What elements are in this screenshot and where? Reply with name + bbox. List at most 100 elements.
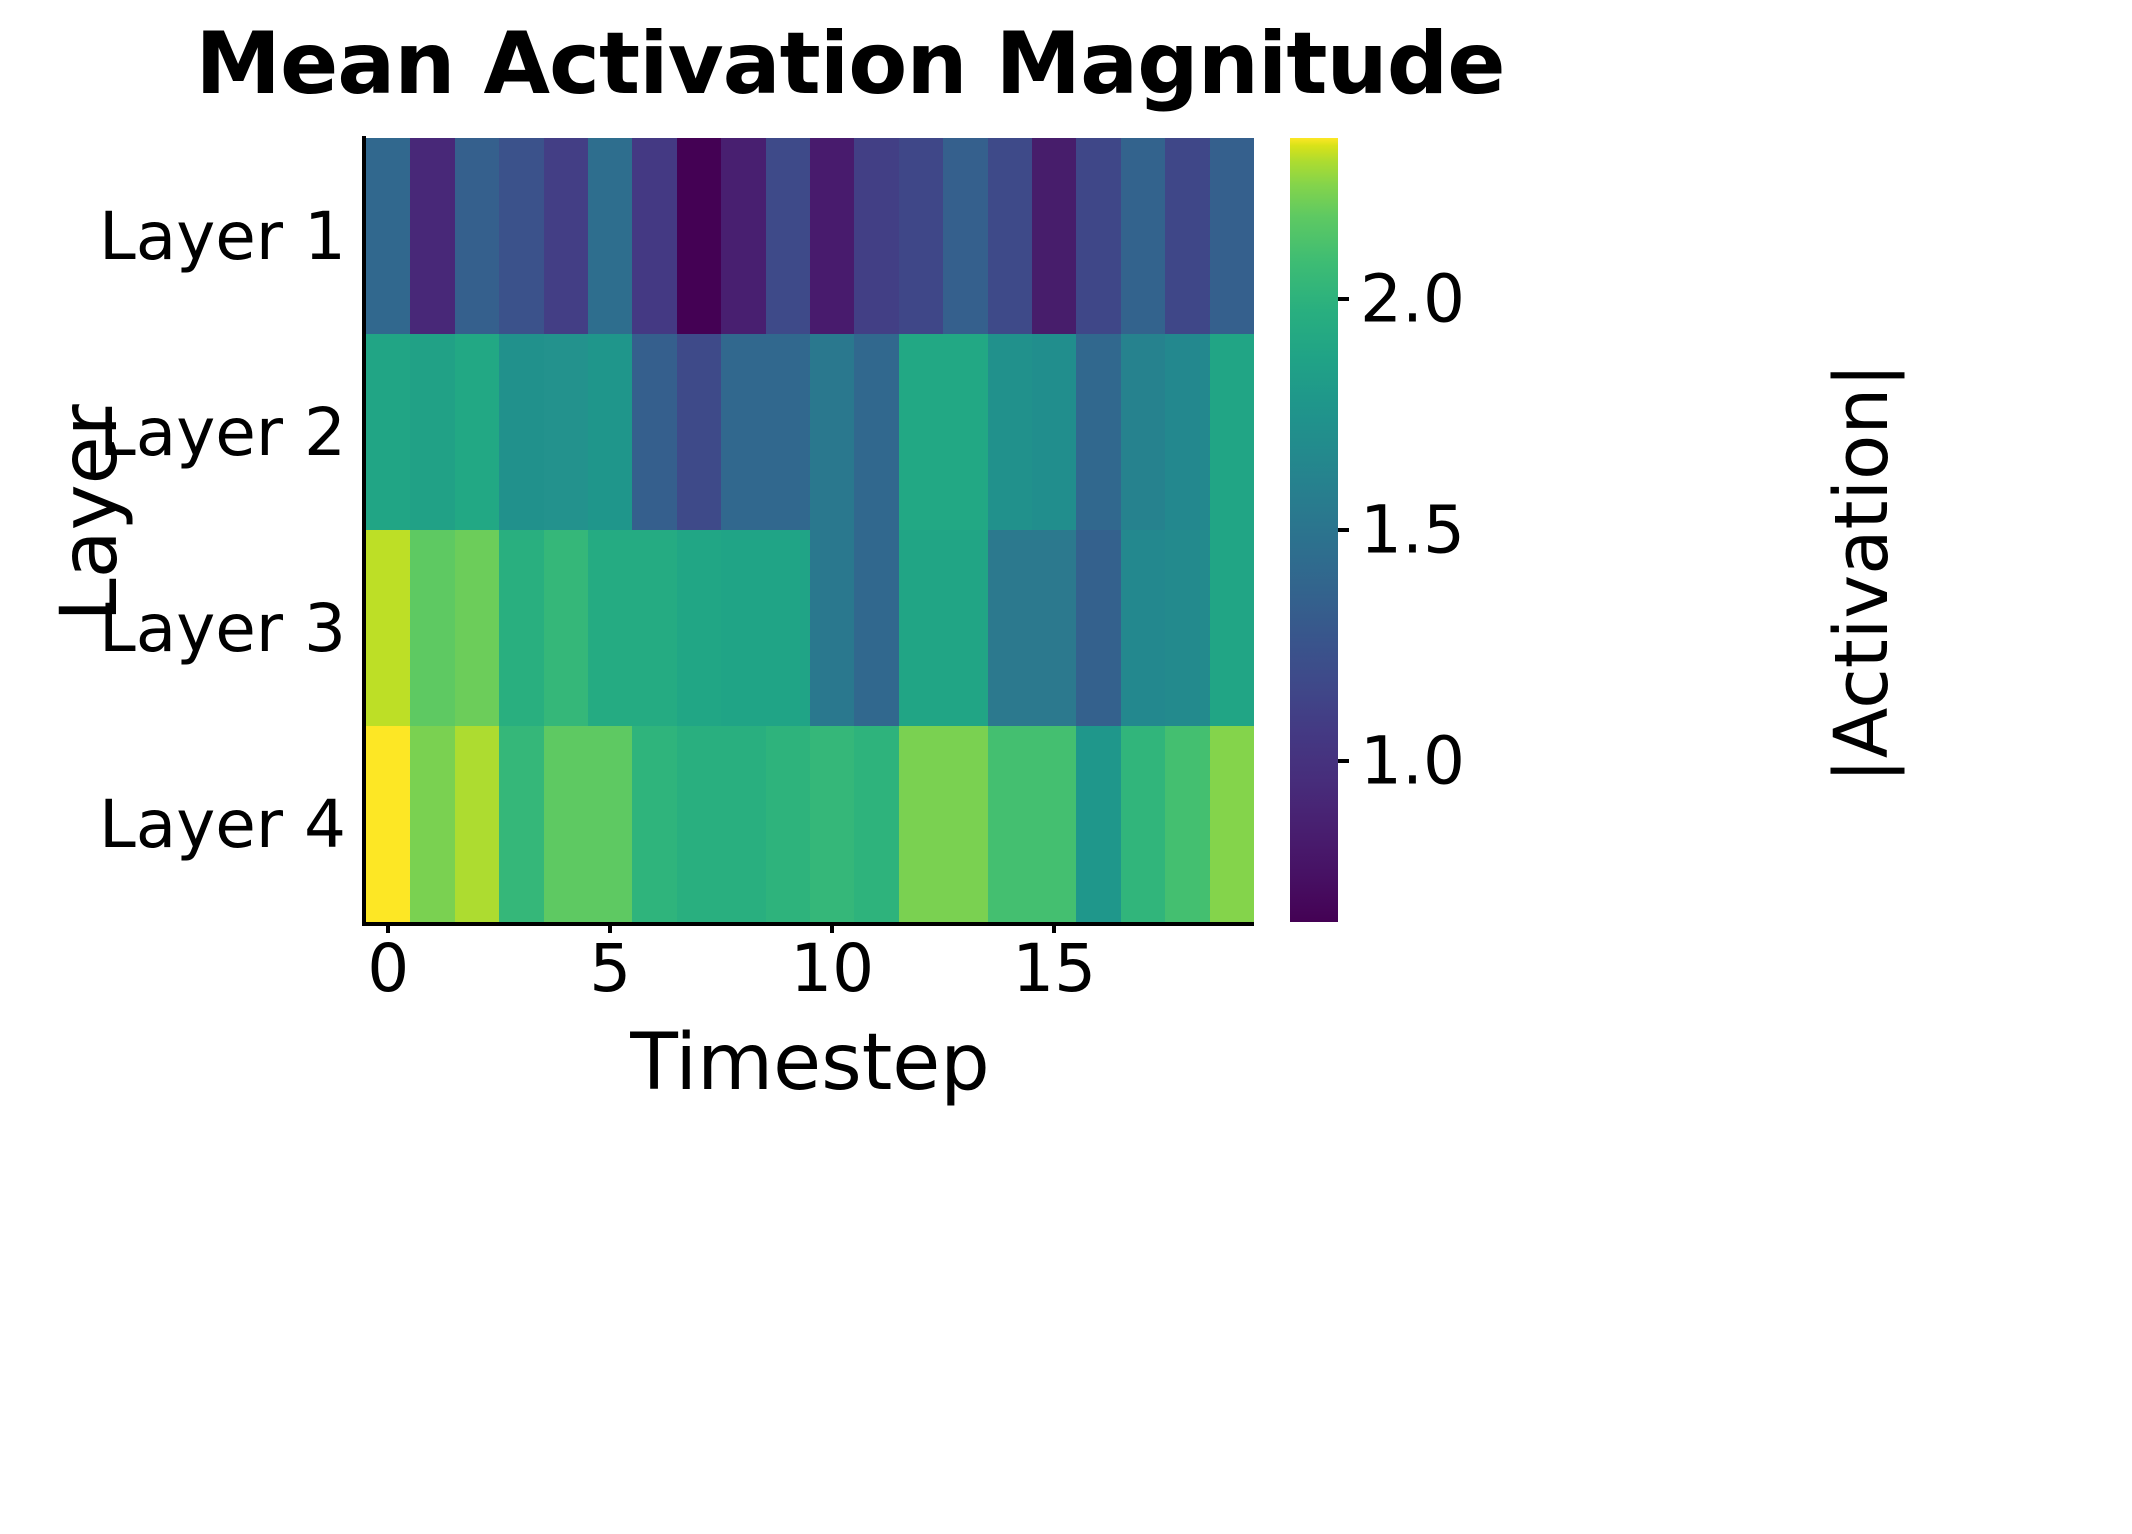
heatmap-cell: [454, 334, 500, 530]
heatmap-cell: [1032, 530, 1077, 726]
y-tick-label-group: Layer 1 Layer 2 Layer 3 Layer 4: [90, 138, 459, 922]
y-tick-label: Layer 3: [99, 589, 346, 667]
y-tick-label: Layer 4: [99, 785, 346, 863]
colorbar-tick-mark: [1338, 758, 1349, 763]
x-tick-label: 10: [790, 930, 875, 1007]
heatmap-cell: [810, 334, 855, 530]
heatmap-cell: [765, 334, 810, 530]
x-tick-mark: [386, 922, 391, 933]
x-tick-label: 0: [367, 930, 410, 1007]
x-tick-label: 15: [1012, 930, 1097, 1007]
heatmap-axes: [362, 136, 1254, 926]
colorbar-gradient: [1290, 138, 1338, 922]
heatmap-cell: [366, 530, 411, 726]
heatmap-cell: [1120, 138, 1166, 334]
heatmap-cell: [454, 138, 500, 334]
x-axis-title: Timestep: [630, 1018, 990, 1108]
colorbar-tick-label: 2.0: [1360, 260, 1465, 338]
heatmap-cell: [1209, 726, 1254, 922]
heatmap-cell: [987, 138, 1032, 334]
chart-title: Mean Activation Magnitude: [195, 14, 1505, 114]
heatmap-cell: [499, 530, 544, 726]
heatmap-cell: [1032, 334, 1077, 530]
heatmap-cell: [810, 530, 855, 726]
heatmap-cell: [499, 726, 544, 922]
heatmap-cell: [632, 726, 677, 922]
colorbar-tick-label: 1.0: [1360, 722, 1465, 800]
colorbar-tick-group: 1.0 1.5 2.0: [1290, 138, 1590, 922]
heatmap-cell: [943, 726, 988, 922]
heatmap-cell: [588, 334, 633, 530]
heatmap-cell: [676, 726, 722, 922]
x-tick-label-group: 0 5 10 15: [366, 930, 1254, 1010]
heatmap-cell: [854, 530, 899, 726]
heatmap-cell: [721, 138, 766, 334]
heatmap-cell: [898, 726, 944, 922]
heatmap-cell: [810, 138, 855, 334]
heatmap-cell: [1076, 530, 1121, 726]
heatmap-cell: [765, 138, 810, 334]
heatmap-cell: [1120, 530, 1166, 726]
heatmap-cell: [676, 138, 722, 334]
x-tick-mark: [1052, 922, 1057, 933]
x-tick-label: 5: [589, 930, 632, 1007]
heatmap-cell: [854, 138, 899, 334]
heatmap-cell: [1076, 138, 1121, 334]
heatmap-cell: [543, 726, 588, 922]
heatmap-cell: [1032, 138, 1077, 334]
heatmap-cell: [987, 726, 1032, 922]
heatmap-cell: [854, 726, 899, 922]
y-tick-label: Layer 1: [99, 197, 346, 275]
y-tick-label: Layer 2: [99, 393, 346, 471]
colorbar-tick-label: 1.5: [1360, 491, 1465, 569]
heatmap-cell: [366, 726, 411, 922]
heatmap-cell: [1076, 334, 1121, 530]
heatmap-cell: [765, 726, 810, 922]
heatmap-cell: [1076, 726, 1121, 922]
heatmap-cell: [410, 334, 455, 530]
heatmap-cell: [810, 726, 855, 922]
heatmap-cell: [1165, 530, 1210, 726]
heatmap-cell: [721, 726, 766, 922]
heatmap-cell: [454, 726, 500, 922]
heatmap-cell: [588, 726, 633, 922]
heatmap-cell: [454, 530, 500, 726]
heatmap-cell: [1120, 726, 1166, 922]
heatmap-cell: [366, 138, 411, 334]
heatmap-cell: [1165, 726, 1210, 922]
heatmap-cell: [898, 530, 944, 726]
x-tick-mark: [608, 922, 613, 933]
colorbar-tick-mark: [1338, 297, 1349, 302]
heatmap-grid: [366, 138, 1254, 922]
heatmap-cell: [588, 138, 633, 334]
heatmap-cell: [543, 138, 588, 334]
heatmap-cell: [943, 334, 988, 530]
heatmap-cell: [943, 138, 988, 334]
heatmap-cell: [410, 726, 455, 922]
heatmap-cell: [632, 138, 677, 334]
heatmap-cell: [721, 334, 766, 530]
heatmap-cell: [676, 334, 722, 530]
heatmap-cell: [588, 530, 633, 726]
heatmap-cell: [543, 334, 588, 530]
heatmap-cell: [1209, 530, 1254, 726]
heatmap-cell: [499, 138, 544, 334]
heatmap-cell: [632, 530, 677, 726]
heatmap-cell: [499, 334, 544, 530]
heatmap-cell: [676, 530, 722, 726]
heatmap-cell: [632, 334, 677, 530]
heatmap-cell: [1209, 334, 1254, 530]
heatmap-cell: [721, 530, 766, 726]
axis-spine-left: [362, 136, 366, 924]
heatmap-cell: [543, 530, 588, 726]
heatmap-cell: [987, 530, 1032, 726]
axis-spine-bottom: [362, 922, 1254, 926]
heatmap-cell: [1209, 138, 1254, 334]
heatmap-cell: [898, 334, 944, 530]
heatmap-cell: [366, 334, 411, 530]
heatmap-cell: [1032, 726, 1077, 922]
heatmap-cell: [854, 334, 899, 530]
colorbar-tick-mark: [1338, 528, 1349, 532]
colorbar-label: |Activation|: [1819, 362, 1905, 784]
